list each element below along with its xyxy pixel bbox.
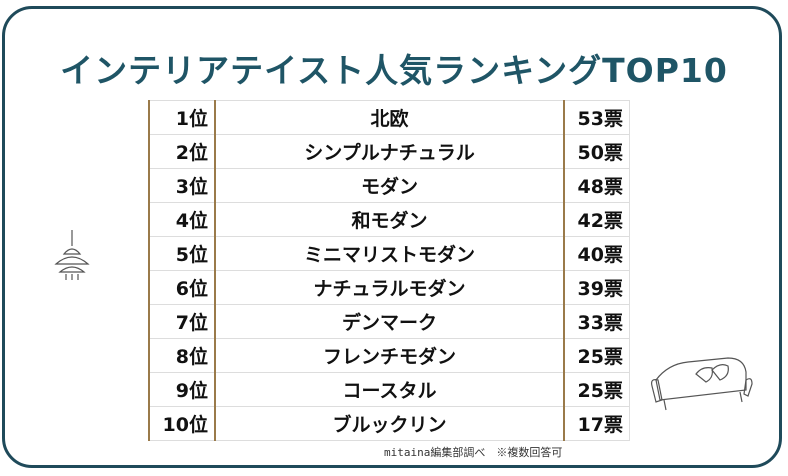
table-row: 1位 北欧 53票 (149, 100, 630, 135)
name-cell: ブルックリン (215, 406, 565, 441)
table-row: 8位 フレンチモダン 25票 (149, 338, 630, 373)
rank-cell: 9位 (149, 372, 216, 407)
rank-cell: 1位 (149, 100, 216, 135)
votes-cell: 53票 (564, 100, 630, 135)
votes-cell: 39票 (564, 270, 630, 305)
name-cell: 北欧 (215, 100, 565, 135)
votes-cell: 25票 (564, 338, 630, 373)
name-cell: コースタル (215, 372, 565, 407)
ranking-table: 1位 北欧 53票 2位 シンプルナチュラル 50票 3位 モダン 48票 4位 和モダン 42票 5位… (148, 100, 630, 441)
votes-cell: 42票 (564, 202, 630, 237)
table-row: 5位 ミニマリストモダン 40票 (149, 236, 630, 271)
table-row: 3位 モダン 48票 (149, 168, 630, 203)
rank-cell: 3位 (149, 168, 216, 203)
name-cell: ミニマリストモダン (215, 236, 565, 271)
name-cell: デンマーク (215, 304, 565, 339)
name-cell: フレンチモダン (215, 338, 565, 373)
name-cell: モダン (215, 168, 565, 203)
table-row: 6位 ナチュラルモダン 39票 (149, 270, 630, 305)
votes-cell: 33票 (564, 304, 630, 339)
rank-cell: 6位 (149, 270, 216, 305)
votes-cell: 17票 (564, 406, 630, 441)
votes-cell: 25票 (564, 372, 630, 407)
rank-cell: 8位 (149, 338, 216, 373)
votes-cell: 50票 (564, 134, 630, 169)
table-row: 9位 コースタル 25票 (149, 372, 630, 407)
table-row: 7位 デンマーク 33票 (149, 304, 630, 339)
table-row: 10位 ブルックリン 17票 (149, 406, 630, 441)
name-cell: 和モダン (215, 202, 565, 237)
name-cell: シンプルナチュラル (215, 134, 565, 169)
table-body: 1位 北欧 53票 2位 シンプルナチュラル 50票 3位 モダン 48票 4位 和モダン 42票 5位… (149, 100, 630, 441)
title: インテリアテイスト人気ランキングTOP10 (60, 51, 728, 90)
rank-cell: 2位 (149, 134, 216, 169)
rank-cell: 10位 (149, 406, 216, 441)
table-row: 4位 和モダン 42票 (149, 202, 630, 237)
rank-cell: 4位 (149, 202, 216, 237)
lamp-icon (54, 230, 90, 280)
rank-cell: 7位 (149, 304, 216, 339)
sofa-icon (651, 357, 753, 411)
rank-cell: 5位 (149, 236, 216, 271)
name-cell: ナチュラルモダン (215, 270, 565, 305)
votes-cell: 40票 (564, 236, 630, 271)
footnote: mitaina編集部調べ ※複数回答可 (384, 446, 563, 459)
table-row: 2位 シンプルナチュラル 50票 (149, 134, 630, 169)
frame (2, 6, 782, 468)
votes-cell: 48票 (564, 168, 630, 203)
